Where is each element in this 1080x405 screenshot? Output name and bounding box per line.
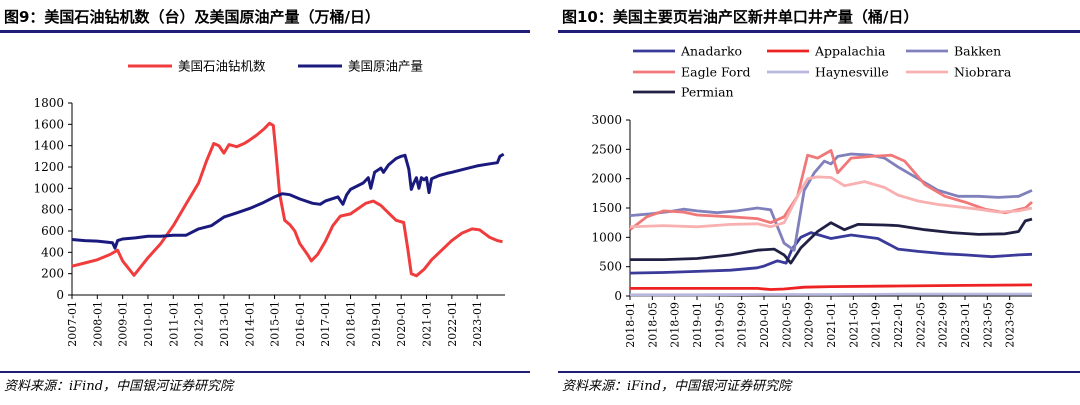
y-tick-label: 1400	[33, 139, 64, 153]
series-line	[629, 175, 1033, 229]
y-tick-label: 0	[56, 288, 64, 302]
x-tick-label: 2023-01	[959, 302, 972, 348]
series-line	[629, 149, 1033, 231]
figure-title: 图10：美国主要页岩油产区新井单口井产量（桶/日）	[562, 8, 919, 26]
x-tick-label: 2020-01	[395, 301, 408, 347]
legend-label: Appalachia	[814, 44, 886, 59]
source-note: 资料来源：iFind，中国银河证券研究院	[4, 379, 234, 394]
y-tick-label: 2500	[591, 142, 622, 156]
x-tick-label: 2018-01	[624, 302, 637, 348]
x-tick-label: 2020-05	[780, 302, 793, 348]
legend-label: Bakken	[954, 44, 1001, 59]
legend-label: Anadarko	[680, 44, 742, 59]
x-tick-label: 2021-09	[870, 302, 883, 348]
y-tick-label: 1500	[591, 201, 622, 215]
x-tick-label: 2016-01	[294, 301, 307, 347]
x-tick-label: 2021-05	[847, 302, 860, 348]
x-tick-label: 2022-01	[892, 302, 905, 348]
figure-title: 图9：美国石油钻机数（台）及美国原油产量（万桶/日）	[4, 8, 380, 26]
source-note: 资料来源：iFind，中国银河证券研究院	[562, 379, 792, 394]
x-tick-label: 2010-01	[142, 301, 155, 347]
series-line	[71, 152, 505, 250]
y-tick-label: 600	[41, 224, 64, 238]
x-tick-label: 2018-09	[669, 302, 682, 348]
y-tick-label: 1600	[33, 117, 64, 131]
y-tick-label: 200	[41, 267, 64, 281]
x-tick-label: 2023-01	[471, 301, 484, 347]
x-tick-label: 2011-01	[167, 301, 180, 347]
x-tick-label: 2014-01	[243, 301, 256, 347]
chart-panel-rigs-production: 图9：美国石油钻机数（台）及美国原油产量（万桶/日） 0 200 400 600 800…	[0, 0, 530, 405]
x-tick-label: 2022-05	[914, 302, 927, 348]
series-line	[71, 121, 503, 278]
x-tick-label: 2018-05	[646, 302, 659, 348]
series-line	[629, 152, 1033, 252]
footer-rule	[0, 371, 530, 373]
chart-canvas: 0 500 1000 1500 2000 2500 3000 2018-01 2018-05 20…	[591, 44, 1033, 348]
x-tick-label: 2018-01	[345, 301, 358, 347]
chart-canvas: 0 200 400 600 800 1000 1200 1400 1600 1800 2007-01…	[33, 59, 505, 347]
title-rule	[0, 30, 530, 33]
x-tick-label: 2022-01	[446, 301, 459, 347]
y-tick-label: 500	[599, 260, 622, 274]
x-tick-label: 2015-01	[269, 301, 282, 347]
x-tick-label: 2021-01	[825, 302, 838, 348]
x-tick-label: 2022-09	[937, 302, 950, 348]
x-tick-label: 2013-01	[218, 301, 231, 347]
x-tick-label: 2008-01	[91, 301, 104, 347]
y-tick-label: 1200	[33, 160, 64, 174]
y-tick-label: 3000	[591, 113, 622, 127]
y-tick-label: 400	[41, 245, 64, 259]
footer-rule	[558, 371, 1080, 373]
x-tick-label: 2020-09	[803, 302, 816, 348]
x-tick-label: 2019-01	[370, 301, 383, 347]
x-tick-label: 2019-05	[713, 302, 726, 348]
x-tick-label: 2009-01	[117, 301, 130, 347]
x-tick-label: 2021-01	[421, 301, 434, 347]
legend-label: Haynesville	[815, 65, 889, 80]
x-tick-label: 2017-01	[319, 301, 332, 347]
series-line	[630, 217, 1033, 265]
series-line	[629, 231, 1033, 275]
title-rule	[558, 30, 1080, 33]
legend-label: 美国原油产量	[348, 59, 423, 74]
y-tick-label: 800	[41, 203, 64, 217]
x-tick-label: 2012-01	[193, 301, 206, 347]
x-tick-label: 2023-09	[1004, 302, 1017, 348]
y-tick-label: 2000	[591, 172, 622, 186]
legend-label: Niobrara	[954, 65, 1012, 80]
legend-label: 美国石油钻机数	[178, 59, 266, 74]
series-line	[630, 283, 1033, 291]
x-tick-label: 2019-01	[691, 302, 704, 348]
y-tick-label: 0	[614, 289, 622, 303]
x-tick-label: 2020-01	[758, 302, 771, 348]
y-tick-label: 1800	[33, 96, 64, 110]
legend-label: Permian	[681, 85, 734, 100]
legend-label: Eagle Ford	[681, 65, 750, 80]
x-tick-label: 2007-01	[66, 301, 79, 347]
y-tick-label: 1000	[591, 230, 622, 244]
chart-panel-well-output: 图10：美国主要页岩油产区新井单口井产量（桶/日） 0 500 1000 1500 20…	[558, 0, 1080, 405]
y-tick-label: 1000	[33, 181, 64, 195]
series-line	[630, 292, 1032, 297]
x-tick-label: 2019-09	[736, 302, 749, 348]
x-tick-label: 2023-05	[981, 302, 994, 348]
